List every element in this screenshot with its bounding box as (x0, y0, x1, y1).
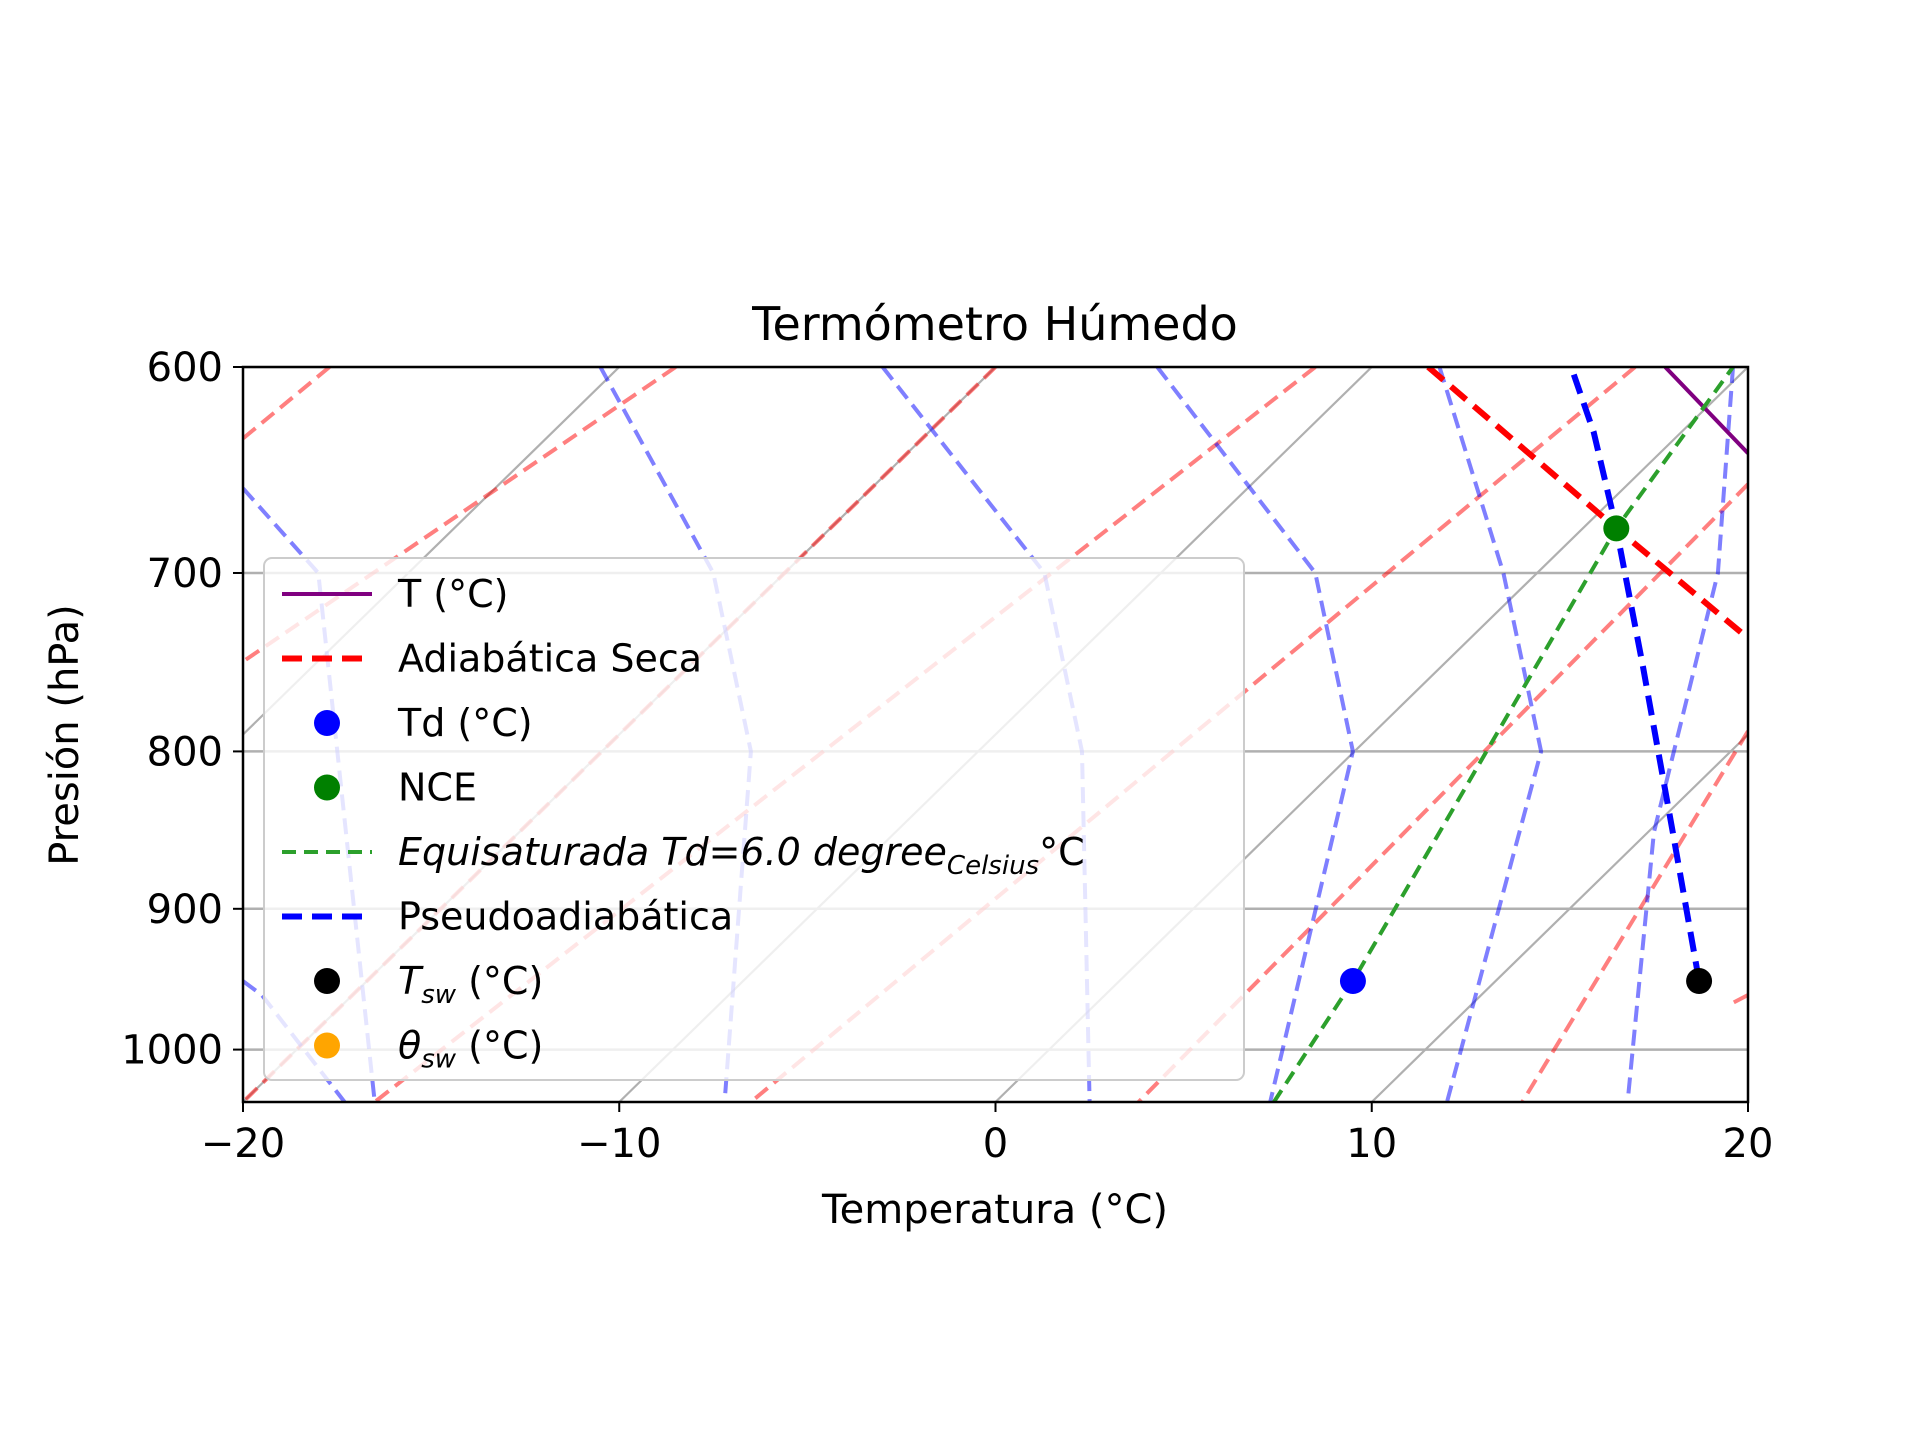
legend-item: Pseudoadiabática (282, 895, 733, 939)
legend-label: Equisaturada Td=6.0 degreeCelsius°C (398, 830, 1085, 881)
legend-label: θsw (°C) (398, 1024, 543, 1075)
moist-adiabat-line (243, 979, 347, 1102)
legend-item: θsw (°C) (314, 1024, 543, 1075)
moist-adiabat-line (1625, 367, 1735, 1102)
legend-item: Equisaturada Td=6.0 degreeCelsius°C (282, 830, 1085, 881)
moist-adiabat-line (1437, 367, 1544, 1102)
dry-adiabat-line (1728, 993, 1748, 1007)
y-tick-label: 800 (147, 729, 223, 775)
series-line-4 (1272, 367, 1735, 1102)
y-tick-label: 700 (147, 551, 223, 597)
legend-marker (314, 774, 340, 801)
dry-adiabat-line (1520, 730, 1748, 1102)
legend-item: Adiabática Seca (282, 637, 702, 681)
moist-adiabat-line (1155, 367, 1355, 1102)
legend-item: Td (°C) (314, 701, 533, 745)
x-axis-label: Temperatura (°C) (821, 1187, 1168, 1233)
x-tick-label: −10 (577, 1121, 661, 1167)
legend-label: NCE (398, 766, 477, 810)
legend-label: Td (°C) (397, 701, 533, 745)
legend-marker (314, 968, 340, 994)
y-axis-label: Presión (hPa) (42, 604, 88, 865)
x-tick-label: −20 (201, 1121, 285, 1167)
chart-title: Termómetro Húmedo (751, 297, 1238, 351)
x-tick-label: 0 (983, 1121, 1008, 1167)
x-tick-label: 10 (1346, 1121, 1397, 1167)
isotherm-gridline (1370, 732, 1748, 1102)
legend-label: T (°C) (397, 572, 508, 616)
moist-adiabat-line (881, 367, 1092, 1102)
legend-box (263, 557, 1245, 1081)
legend-item: Tsw (°C) (314, 959, 543, 1010)
series-line-0 (1663, 367, 1748, 455)
legend: T (°C) Adiabática Seca Td (°C) NCE Equisatur… (263, 557, 1245, 1081)
legend-item: NCE (314, 766, 477, 810)
legend-item: T (°C) (282, 572, 508, 616)
series-marker-3 (1603, 515, 1630, 542)
y-tick-label: 900 (147, 887, 223, 933)
y-tick-label: 600 (147, 345, 223, 391)
legend-label: Tsw (°C) (398, 959, 543, 1010)
series-marker-6 (1686, 968, 1713, 995)
x-axis-ticks: −20 −10 0 10 20 (201, 1102, 1774, 1167)
series-line-5 (1568, 367, 1703, 982)
legend-marker (314, 1032, 340, 1059)
legend-label: Pseudoadiabática (398, 895, 733, 939)
series-marker-2 (1339, 968, 1366, 995)
y-tick-label: 1000 (121, 1028, 223, 1074)
legend-marker (314, 710, 340, 736)
y-axis-ticks: 1000 900 800 700 600 (121, 345, 243, 1074)
x-tick-label: 20 (1723, 1121, 1774, 1167)
data-series (1272, 367, 1748, 1102)
dry-adiabat-line (243, 367, 331, 441)
legend-label: Adiabática Seca (398, 637, 702, 681)
